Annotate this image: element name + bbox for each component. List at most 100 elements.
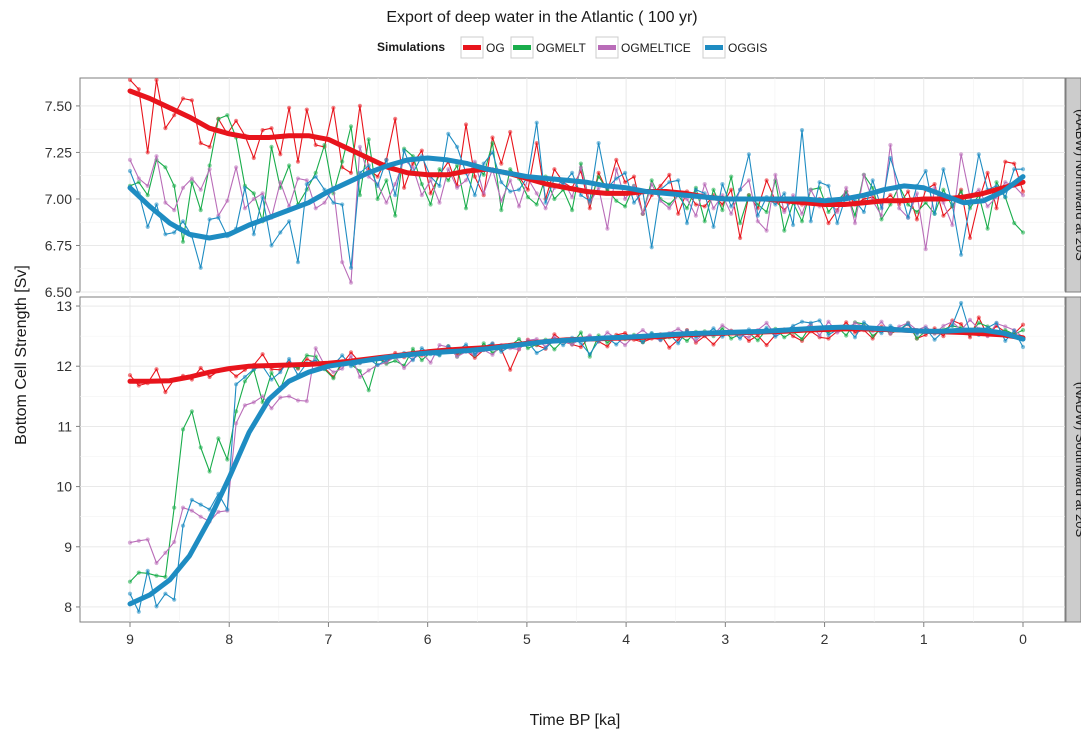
data-point <box>419 346 424 351</box>
y-tick-label: 10 <box>56 479 72 495</box>
data-point <box>888 202 893 207</box>
data-point <box>861 172 867 177</box>
legend-label: OGGIS <box>728 41 767 55</box>
data-point <box>578 344 584 350</box>
data-point <box>923 168 928 174</box>
x-tick-label: 6 <box>424 631 432 647</box>
data-point <box>260 191 265 196</box>
data-point <box>295 398 301 403</box>
data-point <box>552 196 557 202</box>
x-tick-label: 9 <box>126 631 134 647</box>
data-point <box>994 206 999 211</box>
data-point <box>348 124 354 129</box>
strip-label: (AABW) Northward at 20S <box>1073 109 1081 261</box>
data-point <box>976 315 981 320</box>
data-point <box>207 167 212 172</box>
data-point <box>163 126 168 131</box>
data-point <box>684 338 690 343</box>
legend-item-oggis: OGGIS <box>702 36 767 59</box>
data-point <box>242 403 247 408</box>
data-point <box>596 141 601 146</box>
data-point <box>729 187 734 192</box>
data-point <box>534 120 539 125</box>
data-point <box>172 208 177 213</box>
data-point <box>499 349 504 354</box>
data-point <box>852 221 858 226</box>
legend-item-og: OG <box>460 36 505 59</box>
data-point <box>490 352 495 357</box>
data-point <box>304 107 309 112</box>
data-point <box>189 497 194 502</box>
data-point <box>508 178 513 183</box>
data-point <box>534 191 539 196</box>
data-point <box>410 346 415 351</box>
data-point <box>136 609 141 614</box>
data-point <box>180 505 186 510</box>
data-point <box>154 78 159 82</box>
data-point <box>136 176 141 181</box>
data-point <box>295 260 301 265</box>
data-point <box>516 347 522 352</box>
data-point <box>897 206 902 211</box>
data-point <box>189 98 194 103</box>
data-point <box>808 219 813 224</box>
data-point <box>941 334 946 339</box>
data-point <box>295 176 301 181</box>
data-point <box>1020 230 1026 235</box>
data-point <box>163 200 168 205</box>
data-point <box>463 178 469 183</box>
data-point <box>791 323 796 328</box>
data-point <box>976 320 981 325</box>
data-point <box>340 159 345 164</box>
data-point <box>746 338 752 343</box>
data-point <box>375 196 380 202</box>
data-point <box>331 200 336 205</box>
data-point <box>189 508 194 513</box>
data-point <box>1020 328 1026 333</box>
data-point <box>136 87 141 92</box>
data-point <box>499 208 504 213</box>
data-point <box>941 167 946 172</box>
data-point <box>163 574 168 580</box>
data-point <box>455 163 460 168</box>
data-point <box>225 198 230 203</box>
data-point <box>490 141 495 146</box>
data-point <box>826 221 831 226</box>
data-point <box>738 221 743 226</box>
data-point <box>923 247 928 252</box>
data-point <box>711 187 716 192</box>
data-point <box>127 168 133 174</box>
data-point <box>145 537 150 542</box>
data-point <box>172 113 177 118</box>
y-tick-label: 9 <box>64 539 72 555</box>
data-point <box>304 178 309 183</box>
data-point <box>587 198 592 203</box>
data-point <box>287 394 292 399</box>
data-point <box>1003 180 1008 185</box>
data-point <box>304 399 309 404</box>
data-point <box>348 353 354 359</box>
data-point <box>879 206 884 211</box>
data-point <box>791 222 796 228</box>
data-point <box>499 198 504 203</box>
data-point <box>384 178 389 183</box>
data-point <box>755 213 760 218</box>
data-point <box>163 165 168 170</box>
data-point <box>172 230 177 235</box>
data-point <box>508 129 513 135</box>
data-point <box>525 195 531 200</box>
x-tick-label: 0 <box>1019 631 1027 647</box>
data-point <box>826 183 831 188</box>
data-point <box>702 219 707 224</box>
data-point <box>313 358 318 363</box>
data-point <box>764 320 769 325</box>
data-point <box>154 202 159 207</box>
data-point <box>852 320 858 325</box>
data-point <box>225 113 230 118</box>
data-point <box>269 367 274 372</box>
legend-label: OGMELTICE <box>621 41 691 55</box>
data-point <box>251 196 256 202</box>
data-point <box>234 382 239 387</box>
x-axis: 9 8 7 6 5 4 3 2 1 0 <box>126 622 1027 647</box>
data-point <box>755 219 760 224</box>
